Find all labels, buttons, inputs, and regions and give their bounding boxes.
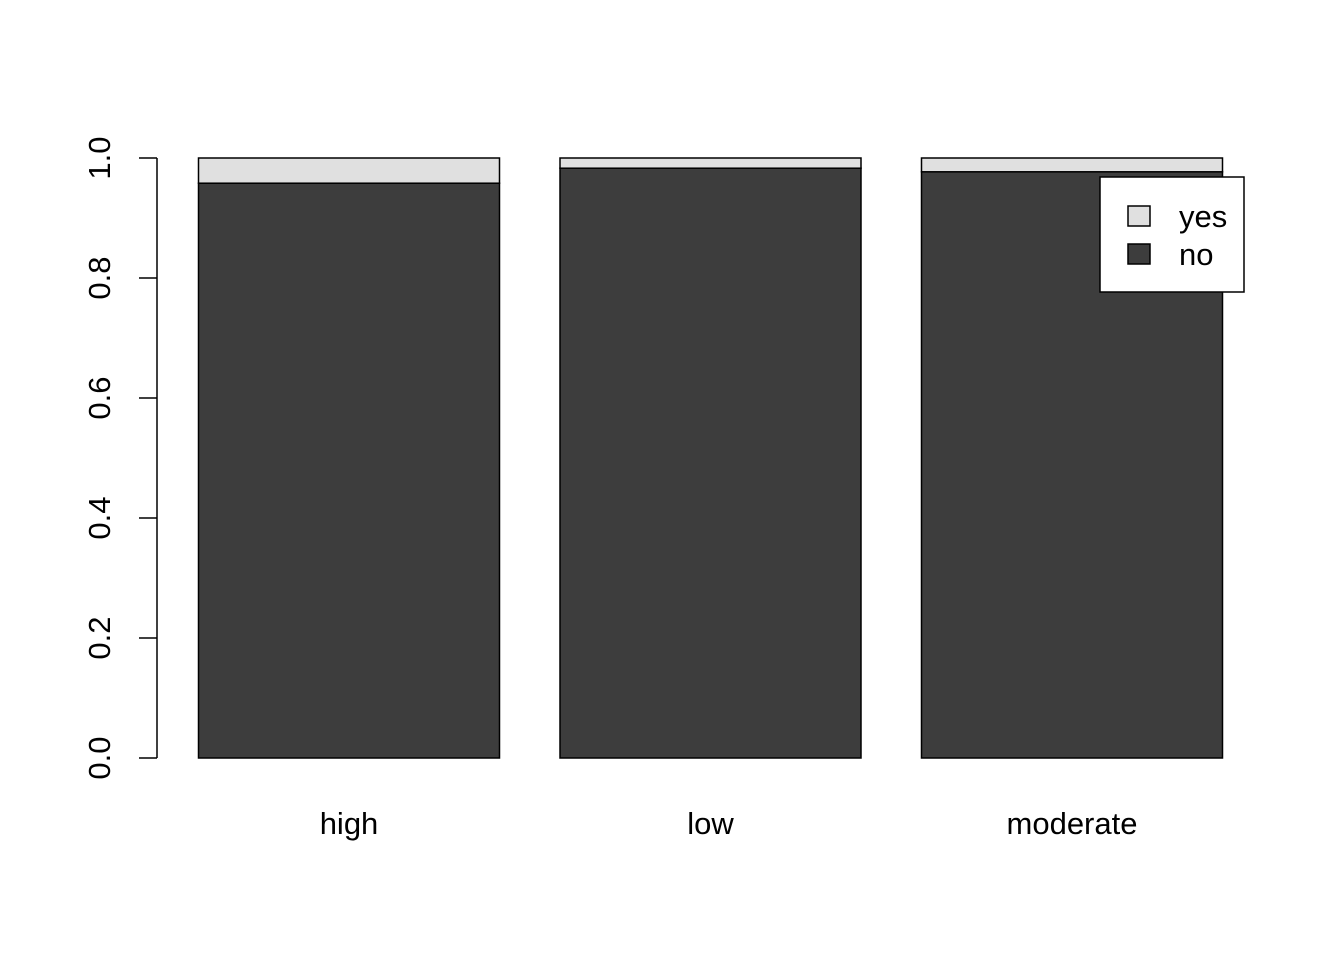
legend-label-yes: yes [1179,199,1227,234]
bar-moderate-yes [920,157,1224,173]
bars-group [197,157,1224,759]
legend-swatch-no [1127,243,1151,265]
x-axis-labels: high low moderate [320,806,1138,841]
y-tick-label: 0.4 [82,496,117,539]
y-tick-label: 0.2 [82,616,117,659]
y-tick-label: 1.0 [82,136,117,179]
x-tick-label-low: low [687,806,734,841]
y-tick-label: 0.8 [82,256,117,299]
legend-swatch-yes [1127,205,1151,227]
bar-low-no [559,167,862,759]
bar-high-yes [197,157,501,184]
y-tick-label: 0.0 [82,736,117,779]
y-tick-label: 0.6 [82,376,117,419]
bar-high-no [197,182,501,759]
bar-low-yes [559,157,862,169]
x-tick-label-moderate: moderate [1007,806,1138,841]
legend-label-no: no [1179,237,1213,272]
legend-box [1099,176,1245,293]
y-axis: 0.0 0.2 0.4 0.6 0.8 1.0 [82,136,158,780]
x-tick-label-high: high [320,806,379,841]
